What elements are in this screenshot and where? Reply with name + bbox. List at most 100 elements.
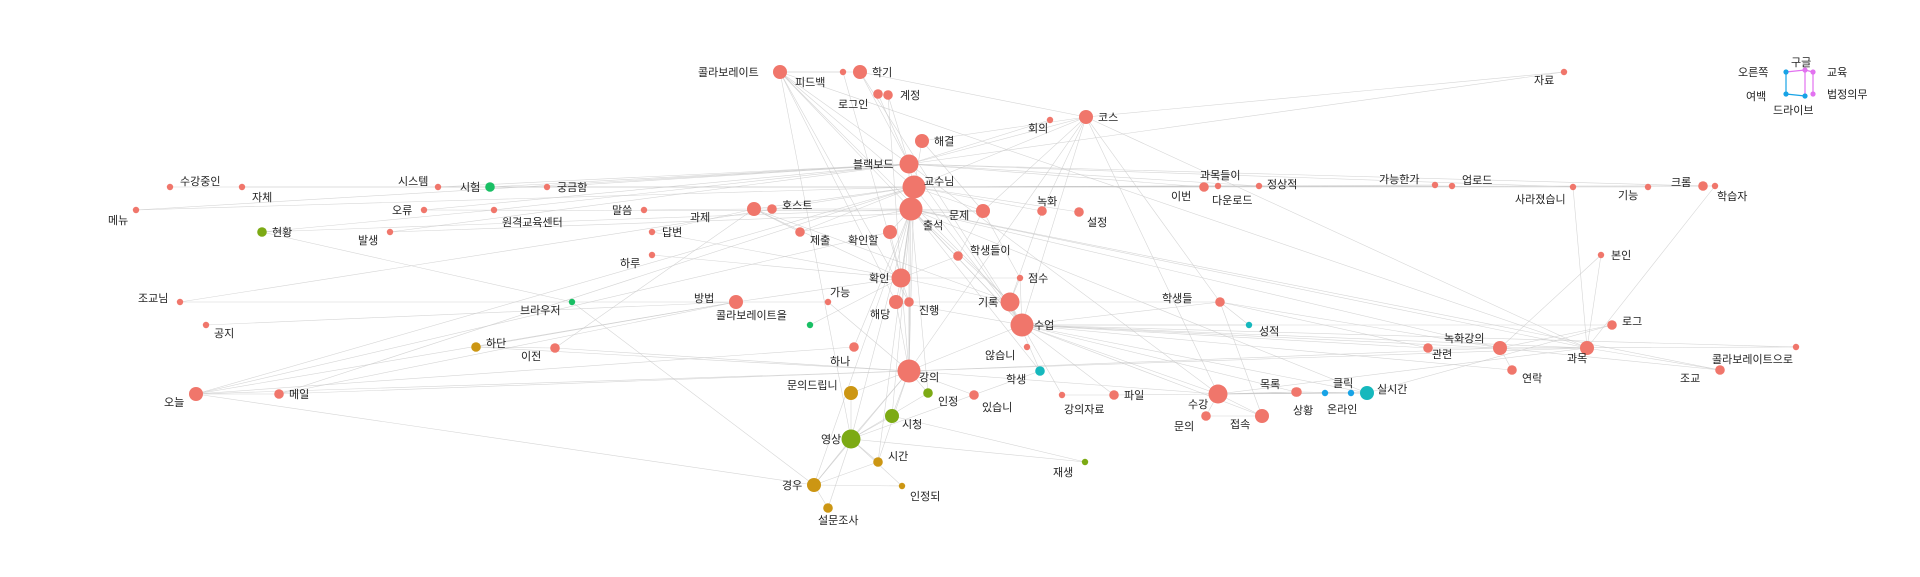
node-circle (1802, 67, 1808, 73)
edge (571, 301, 815, 486)
edge (546, 163, 910, 188)
node-ec98a4eba598: 오류 (392, 204, 428, 217)
node-eba19ceab7b8ec9db8: 로그인 (838, 89, 883, 111)
edge (910, 208, 929, 394)
node-label: 드라이브 (1773, 104, 1813, 117)
node-label: 학생 (1006, 373, 1026, 386)
node-circle (823, 503, 833, 513)
edge (813, 370, 910, 486)
edge (1219, 301, 1501, 349)
edge (1366, 324, 1613, 394)
edge (1021, 324, 1263, 417)
edge (908, 163, 1219, 395)
edge (389, 210, 984, 233)
node-circle (1448, 182, 1456, 190)
node-circle (844, 386, 858, 400)
node-circle (471, 342, 481, 352)
node-label: 설정 (1087, 216, 1107, 229)
edge (908, 163, 1574, 188)
node-circle (795, 227, 805, 237)
node-circle (1058, 391, 1066, 399)
node-label: 가능한가 (1379, 173, 1419, 186)
edge (195, 346, 855, 395)
edge (850, 370, 1041, 440)
edge (205, 301, 737, 326)
node-ec9db4eca084: 이전 (521, 343, 560, 363)
edge (1586, 185, 1716, 349)
edge (1021, 301, 1221, 326)
edge (753, 208, 902, 279)
node-label: 수강중인 (180, 175, 220, 188)
node-label: 학생들이 (970, 244, 1010, 257)
node-label: 발생 (358, 234, 378, 247)
node-eca784ed9689: 진행 (904, 297, 939, 317)
node-circle (1074, 207, 1084, 217)
edge (982, 210, 1021, 279)
node-ed9598eb8298: 하나 (830, 342, 859, 368)
edge (1499, 324, 1613, 349)
node-label: 로그 (1622, 315, 1642, 328)
edge (1219, 301, 1429, 349)
edge (1021, 324, 1513, 371)
node-circle (202, 321, 210, 329)
node-eab3b5eca780: 공지 (202, 321, 234, 340)
node-ec8b9ceab084: 시간 (873, 450, 908, 467)
node-label: 해결 (934, 134, 954, 148)
node-label: 클릭 (1333, 377, 1353, 390)
node-circle (543, 183, 551, 191)
node-circle (1810, 69, 1816, 75)
node-label: 업로드 (1462, 174, 1492, 187)
node-eb85b9ed9994: 녹화 (1037, 195, 1057, 216)
node-circle (1607, 320, 1617, 330)
node-circle (1644, 183, 1652, 191)
edge (913, 186, 1080, 213)
node-ec84a4eca095: 설정 (1074, 207, 1107, 229)
node-circle (915, 134, 929, 148)
node-ecbd9ceb9dbcebb3b4eba088ec9db4ed8ab8ec9cbceba19c: 콜라보레이트으로 (1712, 343, 1800, 366)
node-ed95b4eab2b0: 해결 (915, 134, 954, 148)
edge (827, 438, 852, 509)
node-ec9881ec8381: 영상 (821, 429, 861, 449)
node-ed9599eab8b0: 학기 (853, 65, 892, 79)
node-ec9db8eca095eb9098: 인정되 (898, 482, 940, 503)
node-label: 이번 (1171, 190, 1191, 203)
node-label: 콜라보레이트으로 (1712, 353, 1793, 366)
node-circle (1711, 182, 1719, 190)
edge (1499, 347, 1721, 371)
node-label: 로그인 (838, 98, 868, 111)
edge (135, 186, 915, 211)
node-eba19ceab7b8: 로그 (1607, 315, 1642, 330)
node-label: 조교님 (138, 292, 168, 305)
node-circle (1035, 366, 1045, 376)
node-circle (1109, 390, 1119, 400)
node-label: 목록 (1260, 378, 1280, 391)
node-circle (1802, 93, 1808, 99)
node-ed9599ec839deb93a4ec9db4: 학생들이 (953, 244, 1010, 261)
node-label: 확인 (869, 272, 889, 285)
node-label: 크롬 (1671, 176, 1691, 189)
node-label: 기능 (1618, 189, 1638, 202)
node-ec8381ed99a9: 상황 (1292, 387, 1313, 417)
node-circle (1208, 384, 1228, 404)
edge (1021, 324, 1501, 349)
node-ecb69cec849d: 출석 (899, 197, 943, 232)
node-ec958aec8ab5eb8b88: 않습니 (985, 343, 1031, 362)
node-label: 성적 (1259, 325, 1279, 338)
edge (437, 163, 910, 188)
node-ec9e90ecb2b4: 자체 (238, 183, 272, 204)
node-circle (1493, 341, 1507, 355)
node-label: 진행 (919, 304, 939, 317)
node-ed94bceb939cebb0b1: 피드백 (795, 68, 847, 89)
edge (179, 186, 915, 303)
node-eca090ec8898: 점수 (1016, 272, 1048, 285)
node-label: 다운로드 (1212, 194, 1252, 207)
node-ec84b1eca081: 성적 (1245, 321, 1279, 338)
node-circle (274, 389, 284, 399)
edge (1785, 93, 1806, 97)
node-label: 과제 (690, 211, 710, 224)
node-ecbd94ec8aa4: 코스 (1079, 110, 1118, 124)
edge (813, 484, 903, 487)
edge (900, 277, 910, 372)
edge (1085, 71, 1565, 118)
